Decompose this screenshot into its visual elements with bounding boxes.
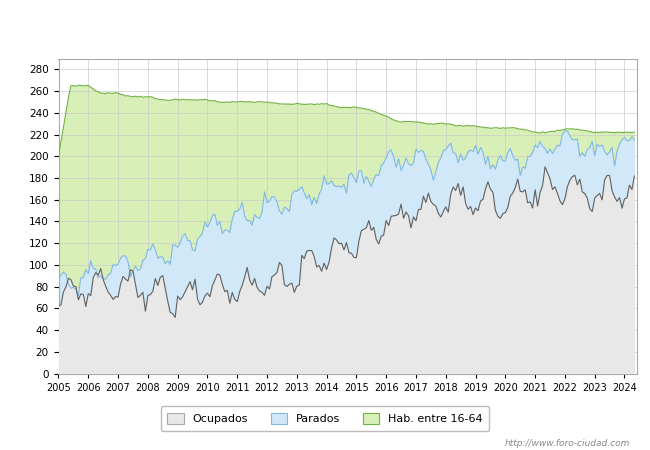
Text: Luciana - Evolucion de la poblacion en edad de Trabajar Mayo de 2024: Luciana - Evolucion de la poblacion en e…	[89, 16, 561, 29]
Legend: Ocupados, Parados, Hab. entre 16-64: Ocupados, Parados, Hab. entre 16-64	[161, 406, 489, 431]
Text: http://www.foro-ciudad.com: http://www.foro-ciudad.com	[505, 439, 630, 448]
